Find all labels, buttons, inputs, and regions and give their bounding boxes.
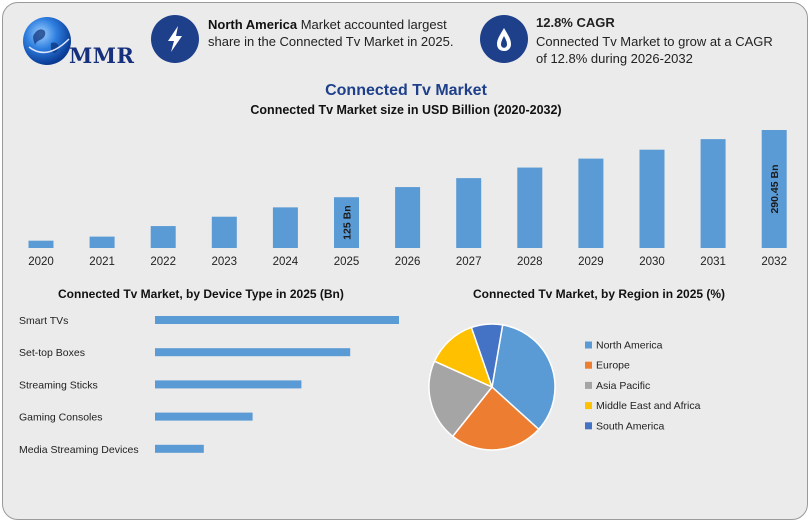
market-size-bar-chart: 2020 2021 2022 2023 2024 2025 125 Bn 2026 2027 20… [28,130,787,268]
device-label: Smart TVs [19,315,68,327]
bar-2020 [28,240,54,248]
info-north-america: North America Market accounted largest s… [208,16,458,50]
main-title: Connected Tv Market [325,82,487,99]
info-cagr: 12.8% CAGR Connected Tv Market to grow a… [536,14,786,67]
bar-2030 [639,149,665,248]
x-tick-label: 2027 [456,256,482,268]
bar-chart-title: Connected Tv Market size in USD Billion … [250,103,562,117]
x-tick-label: 2025 [334,256,360,268]
device-bar [155,444,204,453]
x-tick-label: 2026 [395,256,421,268]
region-chart-title: Connected Tv Market, by Region in 2025 (… [473,287,726,301]
device-label: Streaming Sticks [19,379,98,391]
region-pie-chart: North America Europe Asia Pacific Middle Ea… [428,323,701,451]
pie-slice [491,324,556,431]
lightning-icon [151,15,199,63]
device-type-bar-chart: Smart TVs Set-top Boxes Streaming Sticks Ga… [19,315,399,456]
legend-swatch [585,422,592,430]
globe-logo-icon [23,17,71,65]
legend-label: Middle East and Africa [596,400,701,412]
bar-2031 [700,139,726,248]
bar-2032 [761,130,787,248]
x-tick-label: 2028 [517,256,543,268]
legend-swatch [585,341,592,349]
x-tick-label: 2024 [273,256,299,268]
info-cagr-title: 12.8% CAGR [536,15,615,30]
legend-swatch [585,361,592,369]
bar-data-label: 290.45 Bn [769,164,781,213]
bar-2027 [456,178,482,248]
pie-slice [451,385,540,451]
bar-2026 [395,187,421,248]
legend-swatch [585,402,592,410]
bar-2025 [334,197,359,248]
x-tick-label: 2029 [578,256,604,268]
legend-label: Asia Pacific [596,380,650,392]
pie-slice [470,323,504,388]
bar-2028 [517,167,543,248]
device-label: Gaming Consoles [19,412,102,424]
legend-swatch [585,381,592,389]
x-tick-label: 2030 [639,256,665,268]
bar-data-label: 125 Bn [342,205,354,239]
info-cagr-text: Connected Tv Market to grow at a CAGR of… [536,34,773,66]
bar-2021 [89,236,115,248]
device-bar [155,380,302,389]
bar-2023 [211,216,237,248]
info-north-america-bold: North America [208,17,298,32]
info-north-america-text: Market accounted largest share in the Co… [208,17,454,49]
x-tick-label: 2020 [28,256,54,268]
device-bar [155,412,253,421]
device-label: Media Streaming Devices [19,444,139,456]
x-tick-label: 2022 [150,256,176,268]
legend-label: North America [596,340,663,352]
bar-2024 [272,207,298,248]
device-label: Set-top Boxes [19,347,85,359]
x-tick-label: 2023 [212,256,238,268]
bar-2022 [150,226,176,248]
bar-2029 [578,158,604,248]
x-tick-label: 2021 [89,256,115,268]
legend-label: Europe [596,360,630,372]
device-bar [155,348,351,357]
x-tick-label: 2031 [700,256,726,268]
x-tick-label: 2032 [761,256,787,268]
device-chart-title: Connected Tv Market, by Device Type in 2… [58,287,344,301]
growth-drop-icon [480,15,528,63]
legend-label: South America [596,420,664,432]
device-bar [155,316,399,324]
logo-text: MMR [69,43,135,68]
